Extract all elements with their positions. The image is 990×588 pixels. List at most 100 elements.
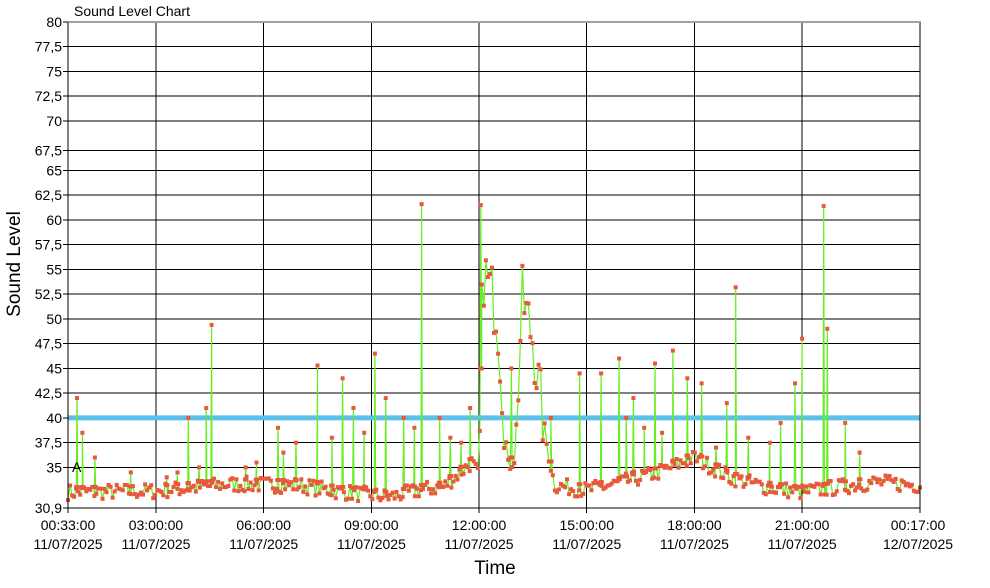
series-point bbox=[471, 459, 476, 464]
series-point bbox=[176, 482, 181, 487]
series-point bbox=[893, 476, 898, 481]
series-point bbox=[210, 478, 215, 483]
series-point bbox=[313, 493, 318, 498]
series-point bbox=[177, 492, 182, 497]
series-point bbox=[315, 363, 320, 368]
series-point bbox=[448, 435, 453, 440]
series-point bbox=[478, 203, 483, 208]
series-point bbox=[224, 485, 229, 490]
series-point bbox=[599, 483, 604, 488]
series-point bbox=[648, 468, 653, 473]
chart-title: Sound Level Chart bbox=[74, 3, 190, 19]
series-point bbox=[717, 462, 722, 467]
series-point bbox=[423, 482, 427, 487]
series-point bbox=[875, 480, 880, 485]
series-point bbox=[244, 474, 249, 479]
series-point bbox=[341, 485, 346, 489]
series-point bbox=[780, 482, 785, 487]
series-point bbox=[653, 361, 657, 366]
series-point bbox=[857, 450, 862, 455]
series-point bbox=[143, 482, 148, 487]
x-tick-time: 00:17:00 bbox=[891, 517, 946, 533]
series-point bbox=[348, 484, 352, 489]
series-point bbox=[577, 371, 582, 376]
series-point bbox=[540, 438, 545, 443]
series-point bbox=[402, 487, 407, 491]
series-point bbox=[416, 494, 421, 499]
series-point bbox=[459, 464, 464, 469]
series-point bbox=[883, 473, 888, 478]
series-point bbox=[220, 481, 225, 486]
series-point bbox=[873, 476, 878, 481]
series-point bbox=[769, 484, 774, 489]
y-tick-label: 45 bbox=[46, 360, 62, 376]
series-point bbox=[721, 476, 726, 480]
series-point bbox=[437, 415, 442, 420]
series-point bbox=[509, 366, 514, 371]
series-point bbox=[684, 463, 689, 468]
series-point bbox=[733, 285, 738, 290]
y-tick-label: 72,5 bbox=[35, 88, 62, 104]
series-point bbox=[68, 483, 72, 488]
series-point bbox=[438, 480, 443, 485]
series-point bbox=[390, 490, 395, 495]
series-point bbox=[145, 488, 150, 493]
series-point bbox=[181, 489, 186, 494]
series-point bbox=[869, 481, 874, 486]
series-point bbox=[380, 495, 385, 500]
series-point bbox=[843, 479, 848, 484]
series-point bbox=[104, 490, 109, 495]
series-point bbox=[650, 476, 655, 481]
series-point bbox=[865, 487, 870, 492]
x-tick-date: 11/07/2025 bbox=[121, 536, 190, 552]
series-point bbox=[449, 485, 454, 490]
series-point bbox=[798, 496, 803, 501]
series-point bbox=[558, 481, 563, 486]
series-point bbox=[549, 459, 554, 464]
series-point bbox=[804, 484, 809, 489]
series-point bbox=[429, 491, 434, 496]
series-point bbox=[337, 486, 342, 491]
series-point bbox=[400, 495, 405, 500]
series-point bbox=[682, 461, 687, 466]
series-point bbox=[370, 497, 375, 502]
series-point bbox=[419, 202, 424, 207]
series-point bbox=[625, 474, 629, 479]
x-tick-time: 21:00:00 bbox=[775, 517, 830, 533]
series-point bbox=[514, 422, 519, 427]
series-point bbox=[652, 475, 657, 480]
series-point bbox=[93, 484, 98, 489]
y-tick-label: 77,5 bbox=[35, 39, 62, 55]
series-point bbox=[642, 425, 647, 430]
series-point bbox=[236, 489, 241, 494]
series-point bbox=[330, 483, 335, 488]
series-point bbox=[402, 484, 407, 488]
series-point bbox=[427, 487, 432, 491]
series-point bbox=[638, 478, 643, 482]
series-point bbox=[161, 493, 166, 498]
series-point bbox=[187, 488, 192, 493]
series-point bbox=[386, 497, 391, 502]
series-point bbox=[311, 478, 316, 483]
series-point bbox=[92, 494, 97, 498]
series-point bbox=[128, 470, 133, 475]
series-point bbox=[165, 483, 170, 488]
series-point bbox=[536, 362, 541, 367]
x-tick-time: 03:00:00 bbox=[129, 517, 184, 533]
y-tick-label: 65 bbox=[46, 162, 62, 178]
series-point bbox=[431, 487, 436, 492]
series-point bbox=[812, 484, 817, 489]
series-point bbox=[711, 467, 716, 472]
series-point bbox=[204, 406, 209, 410]
series-point bbox=[260, 476, 265, 481]
series-point bbox=[504, 440, 509, 445]
series-point bbox=[445, 483, 450, 488]
series-point bbox=[518, 338, 523, 343]
series-point bbox=[526, 301, 531, 306]
y-tick-label: 50 bbox=[46, 311, 62, 327]
y-tick-label: 55 bbox=[46, 261, 62, 277]
series-point bbox=[581, 491, 586, 496]
series-point bbox=[388, 492, 393, 497]
series-point bbox=[674, 457, 679, 461]
series-point bbox=[542, 421, 547, 426]
